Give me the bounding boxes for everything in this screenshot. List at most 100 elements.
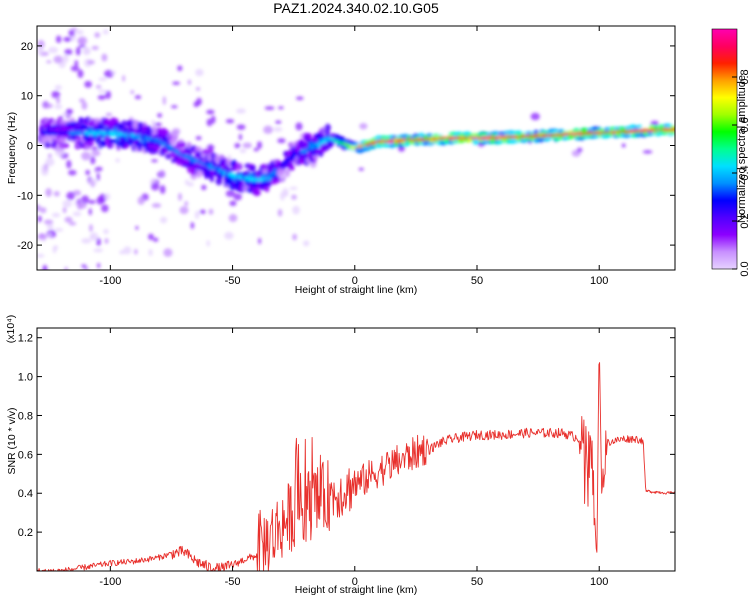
noise-blob	[134, 248, 138, 255]
noise-blob	[242, 142, 252, 149]
snr-x-tick-label: 50	[471, 576, 483, 588]
ridge-blob	[307, 133, 312, 140]
ridge-blob	[265, 181, 272, 188]
spectrogram-x-tick-label: -100	[99, 275, 121, 287]
noise-blob	[63, 36, 72, 42]
noise-blob	[206, 109, 215, 115]
noise-blob	[93, 248, 104, 253]
noise-blob	[91, 149, 101, 157]
noise-blob	[398, 145, 405, 152]
ridge-blob	[272, 178, 280, 184]
noise-blob	[74, 60, 79, 67]
noise-blob	[84, 80, 92, 88]
noise-blob	[88, 199, 96, 204]
noise-blob	[96, 237, 101, 247]
ridge-blob	[647, 131, 653, 137]
noise-blob	[576, 147, 583, 153]
noise-blob	[201, 184, 207, 191]
noise-blob	[279, 191, 285, 201]
snr-x-ticks: -100 -50 0 50 100	[99, 328, 608, 588]
noise-blob	[263, 125, 273, 134]
ridge-blob	[137, 145, 143, 152]
noise-blob	[45, 157, 55, 167]
noise-blob	[81, 151, 91, 161]
noise-blob	[111, 70, 117, 75]
colorbar-gradient	[711, 28, 738, 270]
noise-blob	[76, 201, 83, 210]
noise-blob	[289, 186, 298, 191]
ridge-blob	[324, 128, 330, 136]
noise-blob	[88, 178, 97, 187]
noise-blob	[48, 46, 59, 54]
noise-blob	[45, 188, 52, 197]
ridge-blob	[120, 120, 128, 127]
snr-y-ticks: 0.2 0.4 0.6 0.8 1.0 1.2	[18, 333, 675, 539]
noise-blob	[87, 60, 95, 65]
colorbar-tick-label: 0.8	[739, 69, 750, 84]
noise-blob	[94, 32, 101, 38]
noise-blob	[54, 104, 63, 110]
noise-blob	[66, 191, 75, 201]
noise-blob	[41, 164, 49, 173]
noise-blob	[150, 182, 160, 191]
noise-blob	[62, 54, 69, 63]
noise-blob	[96, 196, 104, 205]
noise-blob	[179, 206, 189, 215]
noise-blob	[224, 231, 234, 240]
ridge-blob	[195, 151, 203, 157]
noise-blob	[225, 118, 235, 124]
noise-blob	[163, 248, 173, 257]
ridge-blob	[62, 143, 70, 149]
ridge-blob	[264, 186, 270, 193]
noise-blob	[53, 190, 60, 197]
noise-blob	[105, 112, 113, 117]
noise-blob	[47, 153, 52, 158]
noise-blob	[90, 156, 96, 165]
noise-blob	[206, 240, 210, 247]
noise-blob	[208, 208, 214, 215]
ridge-blob	[44, 141, 51, 149]
noise-blob	[102, 29, 109, 35]
noise-blob	[642, 150, 653, 154]
noise-blob	[54, 228, 64, 232]
noise-blob	[81, 238, 92, 244]
noise-blob	[196, 97, 202, 106]
noise-blob	[170, 105, 178, 109]
spectrogram-y-tick-label: -10	[17, 190, 33, 202]
noise-blob	[115, 158, 120, 163]
noise-blob	[37, 46, 44, 55]
noise-blob	[239, 148, 247, 154]
ridge-core	[671, 127, 675, 132]
noise-blob	[90, 146, 98, 151]
colorbar-tick-label: 0.2	[739, 213, 750, 228]
noise-blob	[159, 169, 166, 177]
noise-blob	[150, 119, 156, 126]
noise-blob	[275, 120, 282, 125]
noise-blob	[68, 221, 77, 226]
spectrogram-plot-area	[37, 27, 675, 270]
ridge-blob	[553, 128, 558, 134]
noise-blob	[97, 89, 107, 93]
spectrogram-x-ticks: -100 -50 0 50 100	[99, 26, 608, 287]
ridge-blob	[233, 162, 240, 170]
noise-blob	[292, 233, 298, 241]
noise-blob	[77, 36, 88, 46]
noise-blob	[96, 172, 100, 182]
noise-blob	[135, 226, 139, 230]
noise-blob	[89, 224, 93, 232]
noise-blob	[195, 136, 202, 141]
ridge-blob	[126, 120, 134, 127]
snr-plot-area	[37, 362, 675, 571]
noise-blob	[89, 235, 95, 239]
noise-blob	[292, 205, 300, 215]
noise-blob	[650, 120, 659, 126]
snr-line	[37, 362, 675, 571]
noise-blob	[103, 228, 109, 235]
snr-y-tick-label: 0.6	[18, 449, 33, 461]
noise-blob	[157, 113, 163, 118]
snr-y-tick-label: 0.2	[18, 527, 33, 539]
noise-blob	[234, 143, 241, 149]
snr-x-tick-label: -50	[225, 576, 241, 588]
noise-blob	[97, 262, 101, 269]
